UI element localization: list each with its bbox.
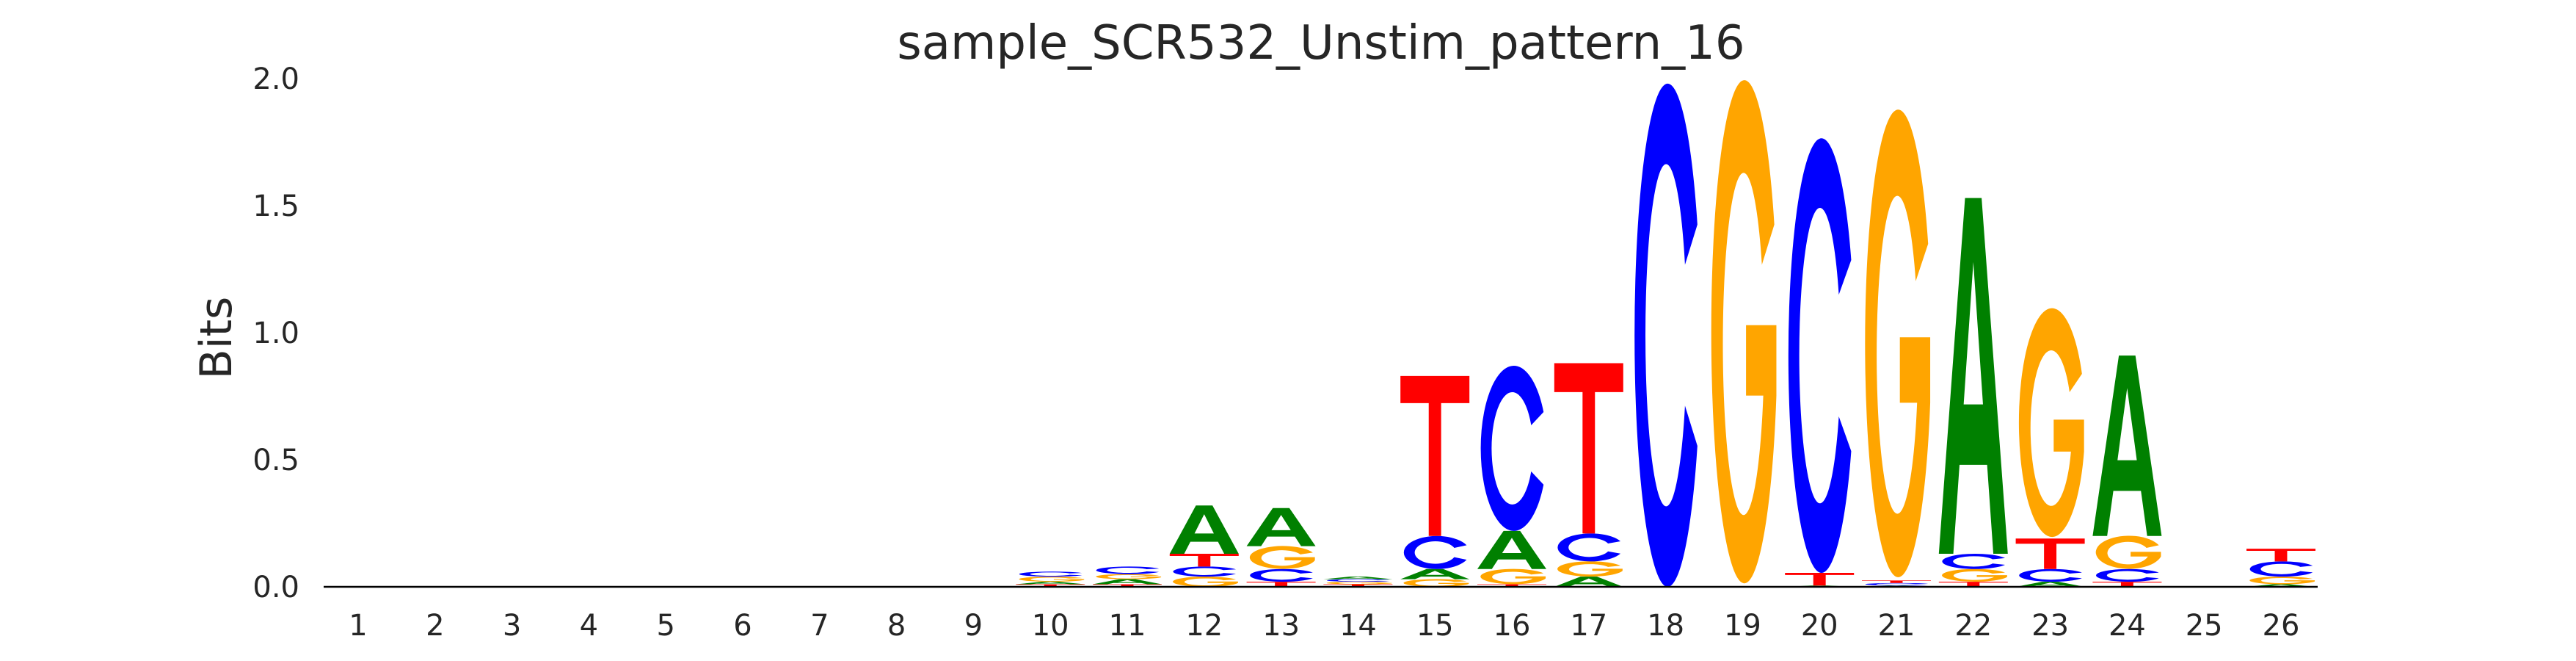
logo-letter-T-pos-12 — [1169, 554, 1239, 567]
logo-letter-G-pos-22 — [1942, 568, 2007, 582]
logo-letter-A-pos-16 — [1477, 530, 1546, 569]
x-tick-label: 3 — [503, 609, 521, 643]
logo-letter-G-pos-19 — [1711, 80, 1777, 584]
logo-letter-G-pos-15 — [1403, 579, 1469, 587]
logo-letter-T-pos-24 — [2092, 582, 2162, 587]
logo-letter-A-pos-12 — [1169, 505, 1239, 555]
logo-letter-T-pos-14 — [1323, 584, 1393, 587]
x-tick-label: 25 — [2186, 609, 2223, 643]
x-tick-label: 18 — [1647, 609, 1684, 643]
logo-letter-G-pos-24 — [2095, 535, 2161, 569]
logo-letter-A-pos-24 — [2092, 355, 2162, 536]
x-tick-label: 5 — [656, 609, 674, 643]
logo-letter-C-pos-21 — [1865, 582, 1929, 586]
logo-letter-G-pos-11 — [1096, 574, 1162, 579]
logo-letter-T-pos-20 — [1785, 572, 1855, 586]
x-axis-ticks: 1 2 3 4 5 6 7 8 9 10 11 12 13 14 15 16 17 18 19 20 21 22 23 24 2… — [349, 609, 2299, 643]
logo-letter-A-pos-13 — [1246, 508, 1316, 546]
x-tick-label: 16 — [1493, 609, 1531, 643]
x-tick-label: 17 — [1570, 609, 1607, 643]
logo-letter-A-pos-17 — [1554, 577, 1623, 587]
x-tick-label: 7 — [810, 609, 829, 643]
logo-letter-C-pos-18 — [1634, 83, 1698, 588]
logo-letter-T-pos-21 — [1862, 580, 1931, 583]
x-tick-label: 2 — [426, 609, 444, 643]
logo-letter-C-pos-24 — [2096, 568, 2159, 582]
logo-letter-C-pos-17 — [1557, 533, 1621, 562]
logo-letter-T-pos-26 — [2246, 549, 2315, 562]
logo-letter-C-pos-15 — [1403, 535, 1467, 569]
logo-letter-G-pos-21 — [1865, 109, 1931, 577]
y-tick-label: 1.5 — [252, 189, 299, 223]
x-tick-label: 26 — [2263, 609, 2300, 643]
x-tick-label: 23 — [2031, 609, 2069, 643]
logo-letter-A-pos-15 — [1400, 568, 1470, 579]
x-tick-label: 6 — [733, 609, 752, 643]
logo-letter-G-pos-17 — [1557, 561, 1623, 577]
x-tick-label: 4 — [580, 609, 598, 643]
logo-letter-A-pos-10 — [1016, 582, 1085, 585]
logo-letter-G-pos-10 — [1019, 577, 1085, 582]
logo-letter-A-pos-11 — [1093, 579, 1162, 585]
logo-letter-G-pos-23 — [2018, 308, 2084, 538]
logo-letter-T-pos-15 — [1400, 375, 1470, 536]
logo-letter-A-pos-14 — [1323, 577, 1393, 579]
logo-letter-C-pos-16 — [1480, 365, 1544, 531]
logo-letter-A-pos-23 — [2015, 582, 2085, 587]
logo-letter-G-pos-16 — [1480, 568, 1546, 585]
logo-letter-T-pos-17 — [1554, 363, 1623, 534]
x-tick-label: 10 — [1032, 609, 1069, 643]
logo-letter-C-pos-23 — [2019, 568, 2082, 582]
x-tick-label: 21 — [1878, 609, 1915, 643]
x-tick-label: 8 — [887, 609, 906, 643]
x-tick-label: 9 — [964, 609, 983, 643]
x-tick-label: 19 — [1724, 609, 1761, 643]
logo-letter-C-pos-20 — [1788, 138, 1852, 573]
logo-letter-C-pos-10 — [1019, 571, 1083, 577]
logo-letter-T-pos-16 — [1477, 584, 1546, 587]
x-tick-label: 24 — [2109, 609, 2146, 643]
logo-letter-G-pos-26 — [2249, 577, 2315, 585]
x-tick-label: 14 — [1339, 609, 1377, 643]
x-tick-label: 1 — [349, 609, 367, 643]
y-tick-label: 1.0 — [252, 317, 299, 350]
logo-letter-G-pos-14 — [1326, 582, 1392, 585]
logo-letter-C-pos-14 — [1327, 579, 1390, 582]
logo-letter-T-pos-11 — [1093, 584, 1162, 587]
y-tick-label: 2.0 — [252, 62, 299, 96]
x-tick-label: 20 — [1801, 609, 1838, 643]
y-tick-label: 0.0 — [252, 571, 299, 604]
x-tick-label: 13 — [1262, 609, 1300, 643]
chart-title: sample_SCR532_Unstim_pattern_16 — [897, 16, 1744, 71]
x-tick-label: 12 — [1185, 609, 1223, 643]
y-axis-ticks: 0.0 0.5 1.0 1.5 2.0 — [252, 62, 299, 604]
x-tick-label: 22 — [1954, 609, 1992, 643]
logo-letter-G-pos-12 — [1173, 577, 1238, 587]
logo-letter-T-pos-10 — [1016, 584, 1085, 587]
logo-letter-C-pos-22 — [1942, 554, 2006, 569]
logo-letter-C-pos-26 — [2249, 561, 2313, 577]
x-tick-label: 15 — [1416, 609, 1454, 643]
y-axis-label: Bits — [191, 297, 242, 380]
logo-letter-T-pos-13 — [1246, 582, 1316, 587]
logo-letter-C-pos-12 — [1173, 566, 1237, 577]
x-tick-label: 11 — [1109, 609, 1146, 643]
y-tick-label: 0.5 — [252, 444, 299, 477]
logo-letter-T-pos-22 — [1938, 582, 2008, 587]
logo-letter-T-pos-23 — [2015, 538, 2085, 569]
logo-letter-A-pos-22 — [1938, 198, 2008, 555]
logo-letter-G-pos-13 — [1249, 546, 1315, 569]
logo-letter-C-pos-11 — [1096, 566, 1160, 574]
logo-letter-C-pos-13 — [1250, 568, 1313, 582]
logo-letters — [1016, 80, 2315, 588]
